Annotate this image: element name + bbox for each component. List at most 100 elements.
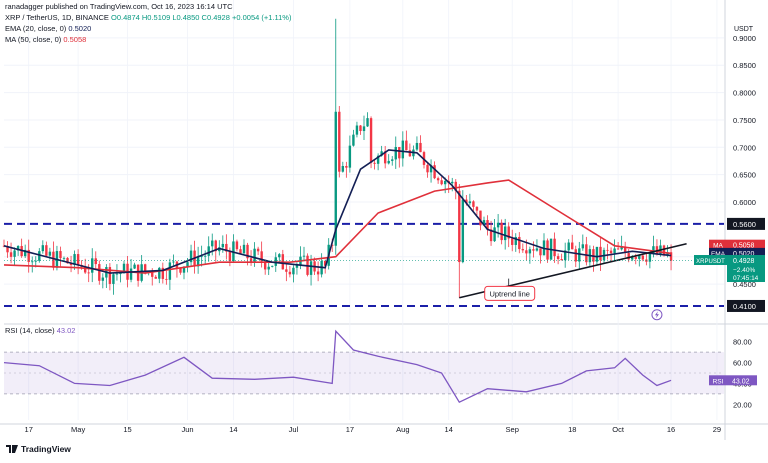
candle-down <box>669 252 673 261</box>
candle-up <box>73 254 76 266</box>
time-axis: 17 May 15 Jun 14 Jul 17 Aug 14 Sep 18 Oct 16 29 <box>0 423 768 434</box>
candle-up <box>631 256 634 260</box>
candle-down <box>465 199 468 204</box>
candle-down <box>662 245 666 256</box>
price-tick-label: 0.4500 <box>733 280 756 289</box>
time-tick-label: Oct <box>612 425 625 434</box>
time-tick-label: Aug <box>396 425 409 434</box>
candle-up <box>168 262 172 280</box>
candle-down <box>472 201 475 207</box>
candle-down <box>87 272 90 274</box>
candle-down <box>6 245 9 253</box>
time-tick-label: May <box>71 425 85 434</box>
candle-down <box>263 261 267 270</box>
candle-down <box>316 271 320 275</box>
candle-up <box>514 236 517 245</box>
candle-down <box>436 178 440 181</box>
candle-up <box>341 165 345 172</box>
candle-up <box>232 241 235 262</box>
candle-up <box>309 261 313 275</box>
candle-down <box>9 252 13 257</box>
candle-up <box>186 262 189 267</box>
rsi-legend: RSI (14, close) 43.02 <box>5 326 75 335</box>
candle-down <box>249 258 253 263</box>
candle-down <box>458 190 461 263</box>
candle-down <box>571 242 574 250</box>
candle-up <box>200 256 203 258</box>
support-price-tag <box>727 217 765 230</box>
tradingview-brand[interactable]: TradingView <box>6 444 71 454</box>
candle-down <box>426 164 429 173</box>
candle-up <box>48 251 52 256</box>
rsi-tick-label: 80.00 <box>733 338 752 347</box>
candle-up <box>38 251 41 261</box>
candle-up <box>443 180 447 185</box>
candle-up <box>638 255 641 259</box>
candle-down <box>165 278 168 280</box>
candle-down <box>539 248 542 256</box>
candle-up <box>292 267 295 275</box>
candle-up <box>429 165 433 173</box>
candle-down <box>419 142 422 153</box>
ma-legend-label: MA (50, close, 0) <box>5 35 62 44</box>
price-tag-value-box <box>727 247 765 258</box>
candle-up <box>189 250 193 263</box>
price-tick-label: 0.8500 <box>733 61 756 70</box>
candle-down <box>433 165 436 179</box>
candle-up <box>101 277 105 281</box>
price-tag-name: XRPUSDT <box>696 259 725 265</box>
candle-up <box>563 250 567 261</box>
time-tick-label: 15 <box>123 425 131 434</box>
brand-name: TradingView <box>21 444 71 454</box>
price-tick-label: 0.7500 <box>733 116 756 125</box>
candle-down <box>475 206 479 211</box>
time-tick-label: 16 <box>667 425 675 434</box>
candle-up <box>581 244 585 249</box>
candle-up <box>129 268 133 280</box>
bar-countdown: 07:45:14 <box>733 275 759 282</box>
ma-50-line <box>3 179 672 274</box>
candle-up <box>415 142 419 150</box>
price-tick-label: 0.5600 <box>733 220 756 229</box>
candle-down <box>151 271 154 277</box>
time-tick-label: Sep <box>506 425 519 434</box>
time-tick-label: 29 <box>713 425 721 434</box>
candle-up <box>172 261 175 263</box>
candle-down <box>45 245 48 256</box>
candle-up <box>267 266 270 270</box>
candle-up <box>334 111 337 246</box>
candle-down <box>383 151 387 164</box>
ma-legend-value: 0.5058 <box>63 35 87 44</box>
candle-down <box>239 249 242 254</box>
candle-up <box>380 151 383 156</box>
price-tag-name: EMA <box>711 251 726 258</box>
price-tag-value: 0.5058 <box>733 243 755 250</box>
candle-up <box>535 248 539 251</box>
price-tag-value-box <box>727 239 765 250</box>
candle-up <box>242 244 246 254</box>
candle-up <box>31 261 34 263</box>
candle-up <box>112 274 115 284</box>
price-tag-value: 0.5020 <box>733 251 755 258</box>
candle-down <box>246 244 249 259</box>
lightning-icon <box>651 309 663 321</box>
ema-legend-value: 0.5020 <box>68 24 92 33</box>
candle-up <box>528 249 532 254</box>
time-tick-label: 17 <box>346 425 354 434</box>
ma-legend: MA (50, close, 0) 0.5058 <box>5 35 86 44</box>
candle-down <box>486 220 489 230</box>
rsi-value-box <box>727 375 757 386</box>
candle-down <box>454 181 457 191</box>
candle-up <box>391 159 394 161</box>
rsi-tick-label: 20.00 <box>733 400 752 409</box>
candle-up <box>182 266 186 273</box>
candle-up <box>253 248 256 263</box>
candle-down <box>405 140 408 151</box>
candle-up <box>16 245 20 251</box>
candle-up <box>119 273 122 275</box>
candle-up <box>482 220 486 226</box>
candle-up <box>493 227 496 242</box>
candle-up <box>648 253 652 262</box>
candle-up <box>302 255 306 257</box>
price-tag-name-box <box>694 255 727 266</box>
